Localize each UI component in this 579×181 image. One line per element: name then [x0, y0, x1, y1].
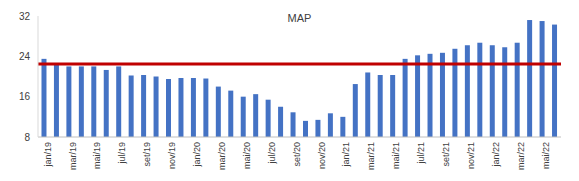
svg-text:nov/20: nov/20	[317, 142, 327, 169]
svg-text:jul/21: jul/21	[416, 142, 426, 165]
html-text:MAP: MAP	[287, 12, 312, 24]
svg-text:set/21: set/21	[441, 142, 451, 167]
svg-text:24: 24	[19, 51, 31, 62]
svg-text:32: 32	[19, 11, 31, 22]
svg-text:mai/22: mai/22	[541, 142, 551, 169]
svg-text:mar/20: mar/20	[217, 142, 227, 170]
svg-text:nov/21: nov/21	[466, 142, 476, 169]
svg-text:jan/22: jan/22	[491, 142, 501, 168]
svg-text:mar/22: mar/22	[516, 142, 526, 170]
svg-text:jul/20: jul/20	[267, 142, 277, 165]
svg-text:jan/19: jan/19	[43, 142, 53, 168]
svg-text:mai/19: mai/19	[92, 142, 102, 169]
svg-text:set/20: set/20	[292, 142, 302, 167]
svg-text:mar/19: mar/19	[68, 142, 78, 170]
svg-text:set/19: set/19	[142, 142, 152, 167]
svg-text:jul/19: jul/19	[117, 142, 127, 165]
svg-text:mai/20: mai/20	[242, 142, 252, 169]
svg-text:mai/21: mai/21	[391, 142, 401, 169]
svg-text:jan/21: jan/21	[341, 142, 351, 168]
svg-text:16: 16	[19, 91, 31, 102]
svg-text:jan/20: jan/20	[192, 142, 202, 168]
svg-text:mar/21: mar/21	[366, 142, 376, 170]
svg-text:nov/19: nov/19	[167, 142, 177, 169]
svg-text:8: 8	[24, 132, 30, 143]
